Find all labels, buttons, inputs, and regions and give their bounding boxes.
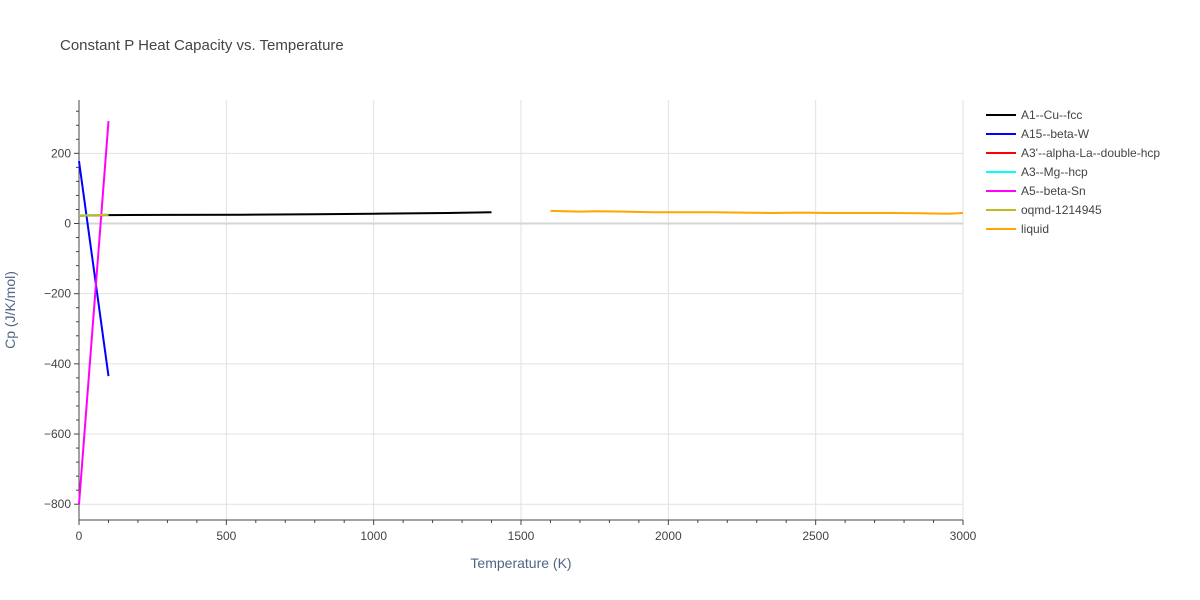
series-line-a5-beta-sn[interactable] (78, 121, 110, 505)
x-tick-label: 2500 (802, 529, 829, 543)
x-tick-label: 1500 (508, 529, 535, 543)
y-tick-label: −400 (44, 357, 71, 371)
y-tick-label: 0 (64, 217, 71, 231)
series-line-a1-cu-fcc[interactable] (108, 211, 492, 217)
y-tick-label: −200 (44, 287, 71, 301)
legend-label: A1--Cu--fcc (1021, 108, 1082, 122)
axes: 0 500 1000 1500 2000 2500 30002000−200−400−600… (44, 100, 977, 543)
plot-area (78, 121, 964, 505)
chart-title: Constant P Heat Capacity vs. Temperature (60, 37, 344, 54)
y-axis-title: Cp (J/K/mol) (2, 271, 18, 349)
x-tick-label: 1000 (360, 529, 387, 543)
legend-label: oqmd-1214945 (1021, 203, 1102, 217)
x-tick-label: 3000 (950, 529, 977, 543)
series-line-a15-beta-w[interactable] (78, 160, 110, 377)
x-tick-label: 0 (76, 529, 83, 543)
legend-item[interactable]: A5--beta-Sn (986, 184, 1086, 198)
legend-item[interactable]: oqmd-1214945 (986, 203, 1102, 217)
legend-item[interactable]: A3'--alpha-La--double-hcp (986, 146, 1160, 160)
y-tick-label: −800 (44, 497, 71, 511)
grid (79, 100, 964, 520)
legend-item[interactable]: A15--beta-W (986, 127, 1090, 141)
x-tick-label: 2000 (655, 529, 682, 543)
legend-item[interactable]: A1--Cu--fcc (986, 108, 1082, 122)
legend-item[interactable]: liquid (986, 222, 1049, 236)
x-tick-label: 500 (216, 529, 236, 543)
y-tick-label: −600 (44, 427, 71, 441)
y-tick-label: 200 (51, 146, 71, 160)
legend-label: A3'--alpha-La--double-hcp (1021, 146, 1160, 160)
x-axis-title: Temperature (K) (470, 555, 571, 571)
series-line-oqmd-1214945[interactable] (78, 213, 109, 217)
legend-label: A3--Mg--hcp (1021, 165, 1088, 179)
series-line-liquid[interactable] (550, 209, 964, 215)
legend-item[interactable]: A3--Mg--hcp (986, 165, 1088, 179)
legend[interactable]: A1--Cu--fcc A15--beta-W A3'--alpha-La--dou… (986, 108, 1160, 236)
legend-label: liquid (1021, 222, 1049, 236)
legend-label: A15--beta-W (1021, 127, 1090, 141)
legend-label: A5--beta-Sn (1021, 184, 1086, 198)
